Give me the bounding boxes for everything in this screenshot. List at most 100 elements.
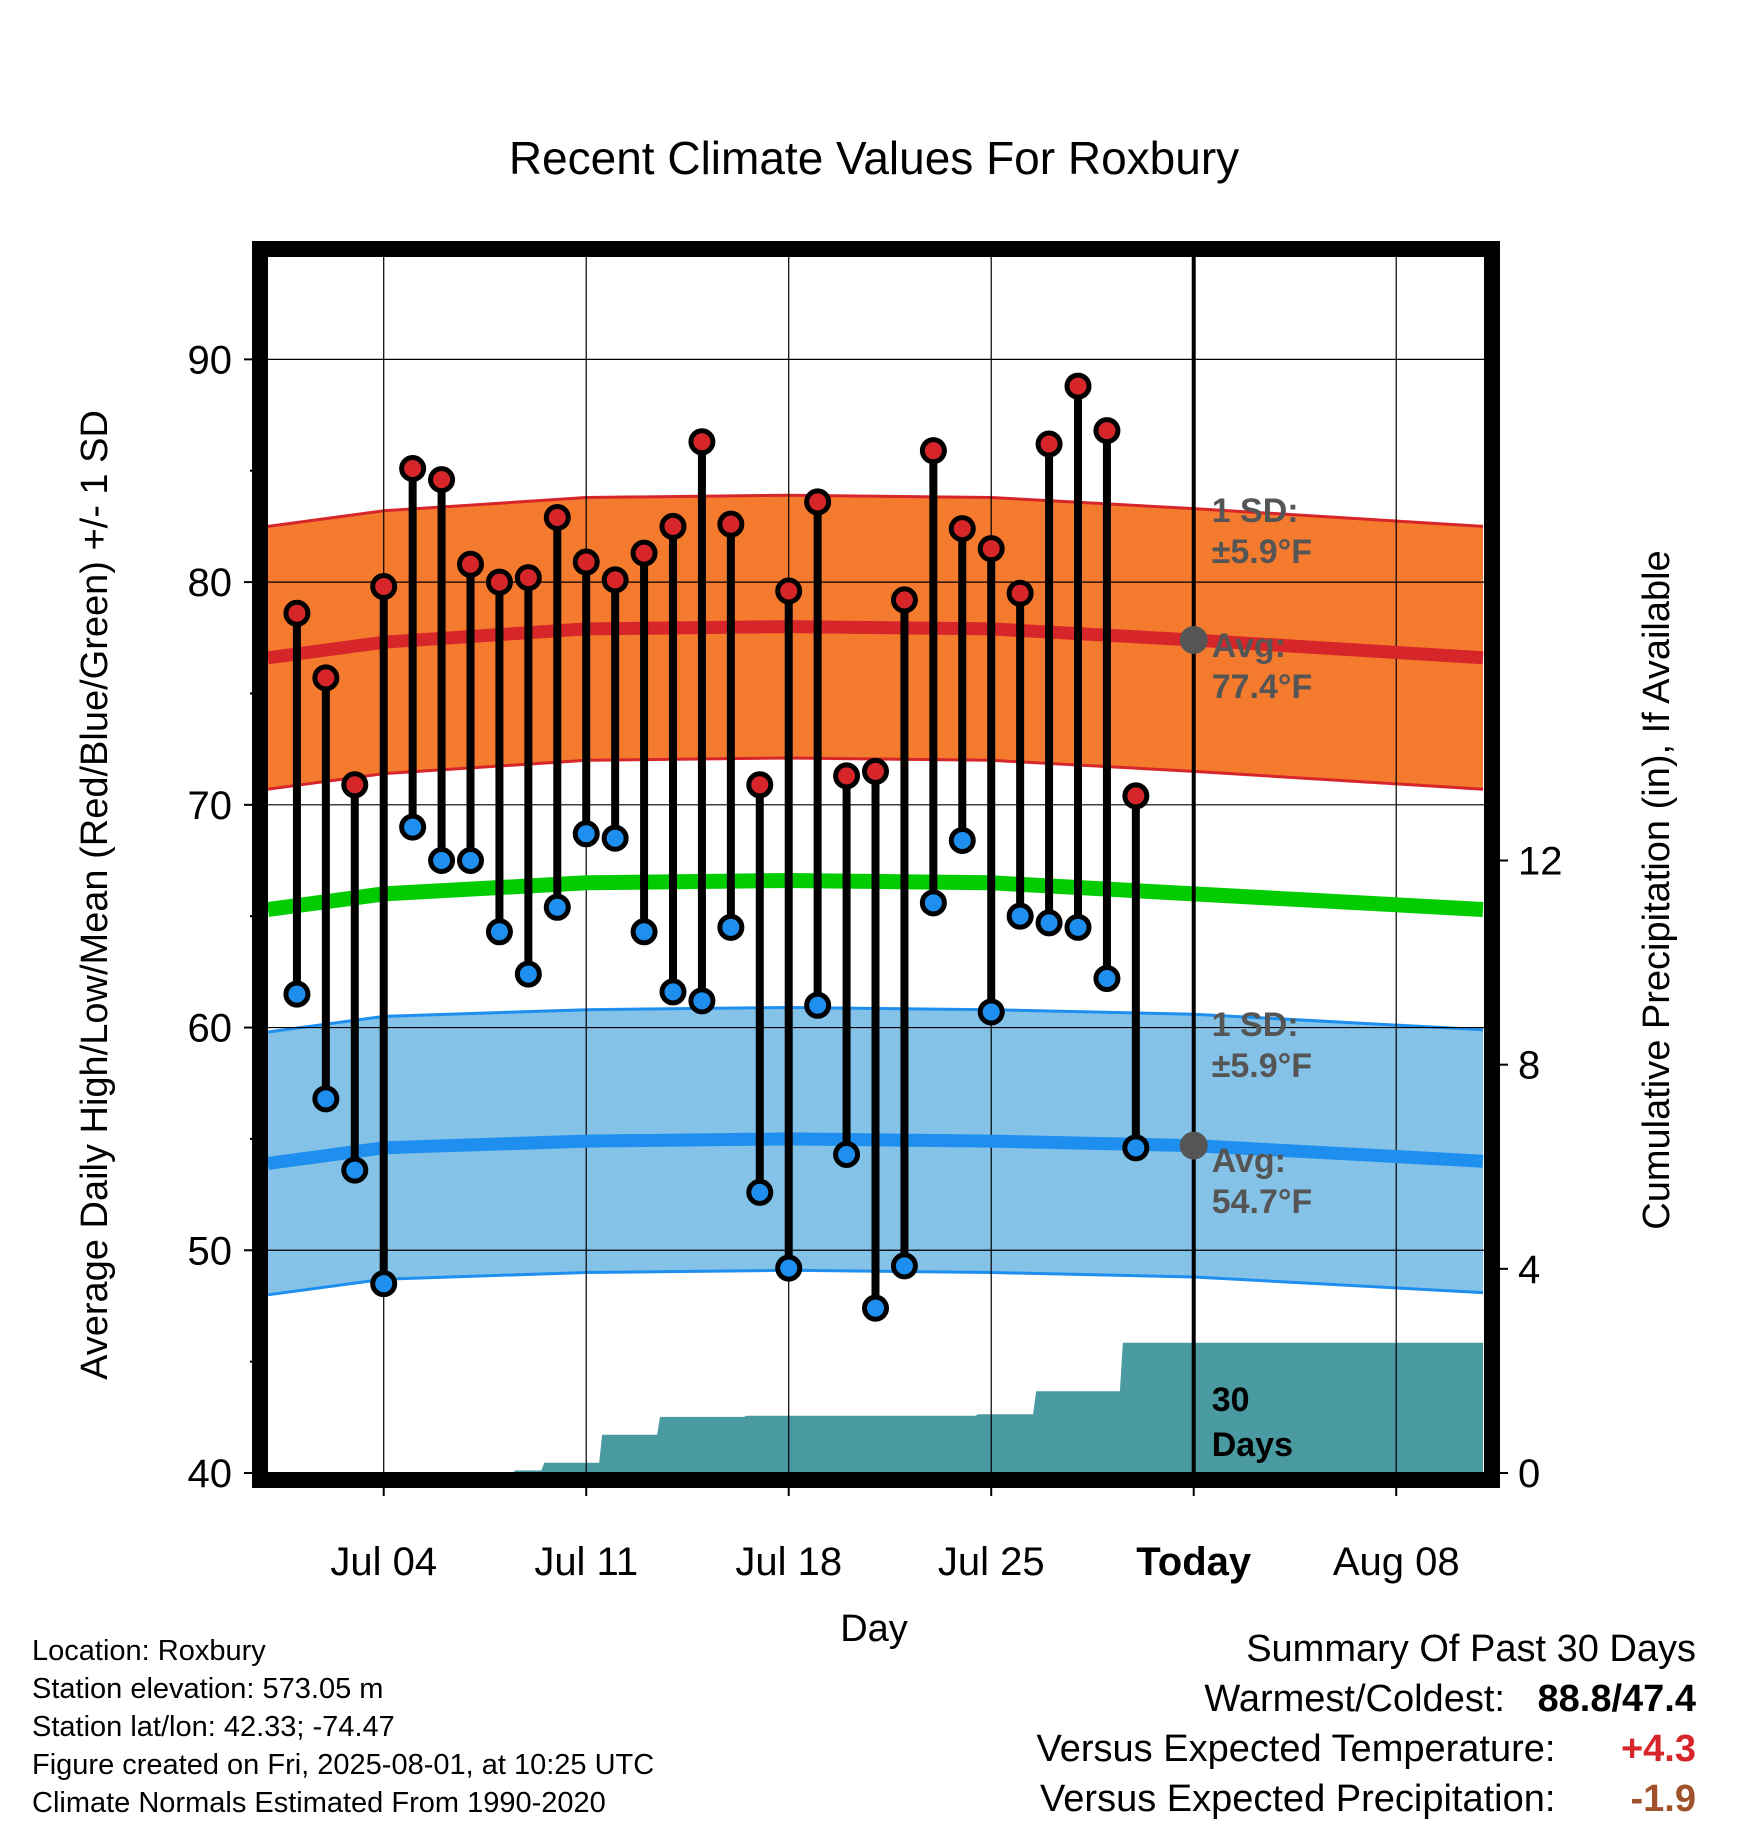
temp-anomaly-label: Versus Expected Temperature: — [1036, 1728, 1556, 1770]
summary-heading: Summary Of Past 30 Days — [1246, 1628, 1696, 1670]
today-avg-low-marker — [1179, 1131, 1208, 1160]
daily-low-point — [370, 1270, 398, 1298]
warm-cold-label: Warmest/Coldest: — [1204, 1678, 1505, 1720]
x-tick-label: Jul 25 — [938, 1540, 1045, 1584]
daily-low-point — [312, 1085, 340, 1113]
daily-low-point — [399, 813, 427, 841]
temp-anomaly-value: +4.3 — [1620, 1728, 1696, 1770]
daily-low-point — [572, 820, 600, 848]
daily-high-point — [775, 577, 803, 605]
daily-high-point — [630, 539, 658, 567]
daily-high-point — [746, 771, 774, 799]
daily-high-point — [890, 586, 918, 614]
plot-frame — [252, 241, 1500, 1488]
high-sd-band — [268, 495, 1483, 790]
temp-anomaly-row: Versus Expected Temperature: +4.3 — [1037, 1724, 1696, 1774]
daily-low-point — [1122, 1134, 1150, 1162]
x-tick-label: Jul 18 — [735, 1540, 842, 1584]
daily-high-point — [659, 512, 687, 540]
latlon-text: Station lat/lon: 42.33; -74.47 — [32, 1711, 395, 1743]
daily-low-point — [1035, 909, 1063, 937]
axes: 40 50 60 70 80 90 0 4 8 12 Jul 04 Jul 11 Jul 18 Jul 2… — [188, 241, 1563, 1584]
daily-low-point — [1006, 902, 1034, 930]
daily-low-point — [1064, 913, 1092, 941]
daily-low-point — [1093, 965, 1121, 993]
daily-low-point — [543, 893, 571, 921]
location-text: Location: Roxbury — [32, 1635, 266, 1667]
y2-tick-label: 12 — [1518, 840, 1563, 884]
chart-title: Recent Climate Values For Roxbury — [509, 132, 1239, 184]
daily-high-point — [572, 548, 600, 576]
precip-anomaly-label: Versus Expected Precipitation: — [1040, 1778, 1556, 1820]
daily-low-point — [890, 1252, 918, 1280]
daily-high-point — [1093, 417, 1121, 445]
daily-high-point — [833, 762, 861, 790]
low-sd-label: 1 SD: — [1212, 1006, 1299, 1044]
days-label-number: 30 — [1212, 1381, 1250, 1419]
y-tick-label: 70 — [188, 784, 233, 828]
daily-high-point — [601, 566, 629, 594]
y2-tick-label: 4 — [1518, 1248, 1540, 1292]
y-axis-label: Average Daily High/Low/Mean (Red/Blue/Gr… — [74, 410, 116, 1380]
daily-low-point — [746, 1178, 774, 1206]
daily-low-point — [688, 987, 716, 1015]
daily-high-point — [543, 504, 571, 531]
warm-cold-value: 88.8/47.4 — [1537, 1678, 1696, 1720]
daily-low-point — [948, 826, 976, 854]
daily-low-point — [514, 960, 542, 988]
daily-low-point — [485, 918, 513, 946]
high-avg-label: Avg: — [1212, 627, 1286, 665]
created-text: Figure created on Fri, 2025-08-01, at 10… — [32, 1749, 655, 1781]
daily-low-point — [717, 913, 745, 941]
daily-high-point — [457, 550, 484, 578]
daily-high-point — [312, 664, 340, 692]
daily-low-point — [862, 1294, 889, 1322]
high-sd-value: ±5.9°F — [1212, 533, 1312, 571]
daily-high-point — [1035, 430, 1063, 458]
x-axis-label: Day — [840, 1608, 908, 1650]
daily-low-point — [977, 998, 1005, 1026]
y2-tick-label: 0 — [1518, 1452, 1540, 1496]
daily-high-point — [399, 455, 427, 482]
y-tick-label: 40 — [188, 1452, 233, 1496]
y-tick-label: 60 — [188, 1007, 233, 1051]
normals-text: Climate Normals Estimated From 1990-2020 — [32, 1787, 606, 1819]
daily-low-point — [659, 978, 687, 1006]
precip-anomaly-row: Versus Expected Precipitation: -1.9 — [1037, 1774, 1696, 1824]
daily-low-point — [457, 847, 484, 874]
daily-low-point — [341, 1156, 369, 1184]
daily-high-point — [919, 437, 947, 465]
y-tick-label: 50 — [188, 1229, 233, 1273]
x-tick-label: Jul 04 — [330, 1540, 437, 1584]
daily-low-point — [775, 1254, 803, 1282]
daily-low-point — [630, 918, 658, 946]
y2-tick-label: 8 — [1518, 1044, 1540, 1088]
y-tick-label: 90 — [188, 338, 233, 382]
daily-high-point — [283, 599, 311, 627]
daily-high-point — [862, 757, 889, 785]
daily-high-point — [717, 510, 745, 538]
daily-high-point — [948, 515, 976, 543]
daily-high-point — [485, 568, 513, 596]
daily-low-point — [804, 991, 832, 1019]
daily-high-point — [977, 535, 1005, 563]
daily-high-point — [514, 564, 542, 592]
x-tick-label: Jul 11 — [534, 1540, 638, 1584]
daily-high-point — [370, 573, 398, 601]
summary-panel: Summary Of Past 30 Days Warmest/Coldest:… — [1037, 1624, 1696, 1824]
low-avg-value: 54.7°F — [1212, 1183, 1313, 1221]
elevation-text: Station elevation: 573.05 m — [32, 1673, 384, 1705]
low-avg-label: Avg: — [1212, 1142, 1286, 1180]
y2-axis-label: Cumulative Precipitation (in), If Availa… — [1636, 550, 1678, 1229]
days-label-word: Days — [1212, 1426, 1293, 1464]
precip-anomaly-value: -1.9 — [1630, 1778, 1696, 1820]
daily-high-point — [1122, 782, 1150, 810]
station-metadata: Location: Roxbury Station elevation: 573… — [32, 1632, 654, 1822]
y-tick-label: 80 — [188, 561, 233, 605]
daily-high-point — [1006, 579, 1034, 607]
daily-low-point — [283, 980, 311, 1008]
daily-high-point — [804, 488, 832, 516]
